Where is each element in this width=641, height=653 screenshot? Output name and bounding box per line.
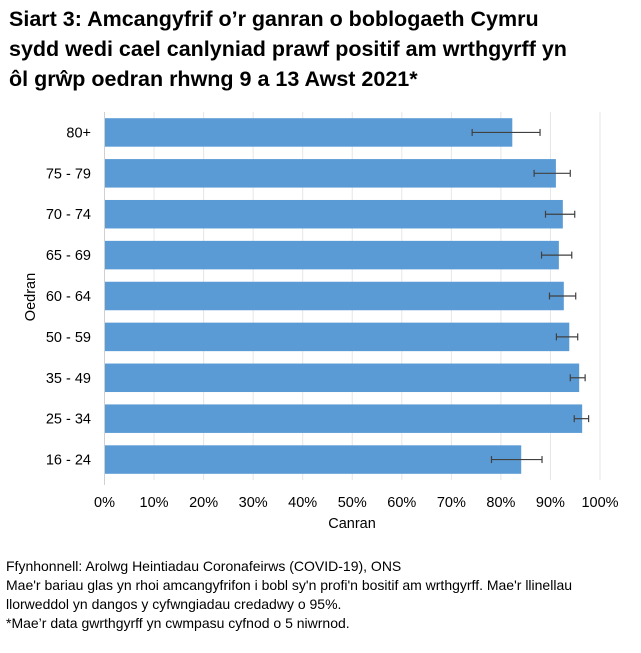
bar [104, 240, 559, 270]
bar-chart: 80+ 75 - 79 70 - 74 65 - 69 60 - 64 50 - 59 35… [23, 112, 619, 532]
x-tick-label: 90% [536, 495, 565, 511]
title-line-1: Siart 3: Amcangyfrif o’r ganran o boblog… [9, 7, 539, 31]
title-line-3: ôl grŵp oedran rhwng 9 a 13 Awst 2021* [9, 67, 418, 91]
y-axis-title: Oedran [23, 273, 39, 321]
error-bars [471, 128, 590, 464]
source-note: Ffynhonnell: Arolwg Heintiadau Coronafei… [6, 558, 402, 574]
chart-title: Siart 3: Amcangyfrif o’r ganran o boblog… [9, 4, 639, 94]
bars [104, 118, 583, 474]
explanation-note-line-1: Mae'r bariau glas yn rhoi amcangyfrifon … [6, 577, 573, 593]
x-tick-label: 80% [486, 495, 515, 511]
chart-footer: Ffynhonnell: Arolwg Heintiadau Coronafei… [6, 557, 638, 633]
x-axis-tick-labels: 0% 10% 20% 30% 40% 50% 60% 70% 80% 90% 100% [94, 495, 619, 511]
x-tick-label: 60% [387, 495, 416, 511]
y-tick-label: 50 - 59 [46, 330, 91, 346]
bar [104, 118, 513, 147]
bar [104, 445, 522, 474]
bar [104, 199, 563, 229]
x-tick-label: 10% [140, 495, 169, 511]
y-tick-label: 65 - 69 [46, 248, 91, 264]
y-tick-label: 70 - 74 [46, 207, 91, 223]
explanation-note-line-2: llorweddol yn dangos y cyfwngiadau creda… [6, 596, 342, 612]
x-tick-label: 70% [437, 495, 466, 511]
x-tick-label: 100% [581, 495, 618, 511]
y-tick-label: 60 - 64 [46, 289, 91, 305]
y-tick-label: 35 - 49 [46, 371, 91, 387]
y-axis-tick-labels: 80+ 75 - 79 70 - 74 65 - 69 60 - 64 50 - 59 35… [46, 125, 91, 468]
bar [104, 363, 580, 393]
y-tick-label: 16 - 24 [46, 453, 91, 469]
footnote: *Mae’r data gwrthgyrff yn cwmpasu cyfnod… [6, 615, 350, 631]
bar [104, 281, 564, 311]
bar [104, 322, 570, 352]
x-tick-label: 0% [94, 495, 115, 511]
bar [104, 404, 583, 433]
title-line-2: sydd wedi cael canlyniad prawf positif a… [9, 37, 567, 61]
y-tick-label: 75 - 79 [46, 166, 91, 182]
y-tick-label: 80+ [66, 125, 91, 141]
x-tick-label: 20% [189, 495, 218, 511]
x-tick-label: 30% [239, 495, 268, 511]
bar [104, 159, 556, 188]
x-tick-label: 40% [288, 495, 317, 511]
y-tick-label: 25 - 34 [46, 412, 91, 428]
x-tick-label: 50% [338, 495, 367, 511]
x-axis-title: Canran [328, 516, 376, 532]
